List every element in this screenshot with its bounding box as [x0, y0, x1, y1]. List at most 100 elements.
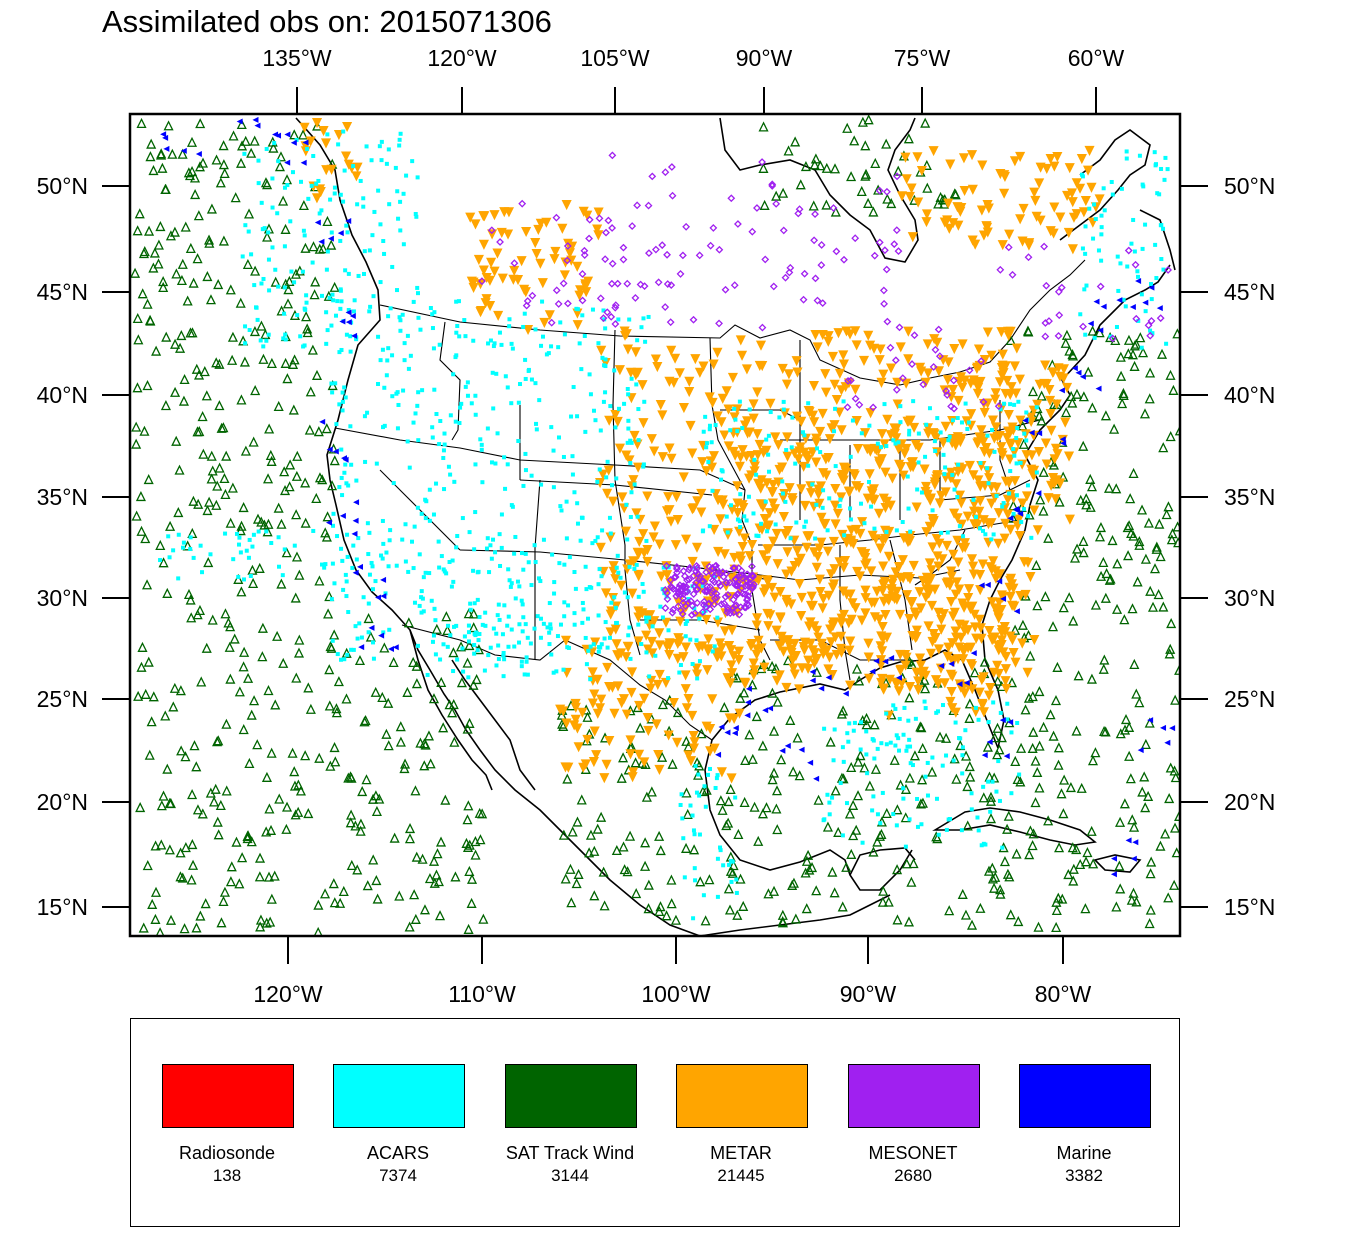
obs-marker [577, 341, 582, 346]
obs-marker [1151, 543, 1162, 554]
obs-marker [852, 720, 857, 725]
obs-marker [879, 286, 888, 295]
obs-marker [243, 672, 254, 683]
obs-marker [240, 254, 245, 259]
obs-marker [338, 238, 343, 243]
obs-marker [198, 543, 203, 548]
obs-marker [763, 499, 768, 504]
obs-marker [1092, 335, 1097, 340]
obs-marker [865, 408, 876, 419]
obs-marker [212, 480, 223, 491]
obs-marker [604, 736, 615, 747]
obs-marker [735, 452, 746, 463]
obs-marker [906, 598, 917, 609]
obs-marker [137, 288, 148, 299]
legend-count: 7374 [379, 1166, 417, 1185]
obs-marker [185, 594, 196, 605]
obs-marker [971, 497, 976, 502]
obs-marker [708, 359, 719, 370]
obs-marker [614, 476, 619, 481]
obs-marker [845, 731, 850, 736]
obs-marker [855, 528, 866, 539]
obs-marker [250, 265, 261, 276]
obs-marker [201, 642, 212, 653]
obs-marker [878, 561, 889, 572]
obs-marker [479, 211, 490, 222]
obs-marker [236, 118, 243, 125]
obs-marker [923, 588, 934, 599]
obs-marker [921, 527, 932, 538]
obs-marker [302, 323, 313, 334]
obs-marker [751, 649, 762, 660]
obs-marker [482, 668, 487, 673]
obs-marker [622, 344, 634, 355]
obs-marker [851, 340, 862, 351]
obs-marker [983, 690, 994, 701]
obs-marker [262, 231, 273, 242]
top-lon-tick-label: 90°W [736, 45, 793, 71]
obs-marker [149, 247, 160, 258]
obs-marker [960, 745, 965, 750]
obs-marker [160, 400, 171, 411]
obs-marker [944, 827, 949, 832]
obs-marker [709, 743, 720, 754]
obs-marker [670, 540, 681, 551]
obs-marker [948, 218, 959, 229]
obs-marker [1054, 287, 1063, 296]
obs-marker [869, 504, 874, 509]
obs-marker [571, 878, 582, 889]
obs-marker [466, 897, 477, 908]
obs-marker [1043, 532, 1054, 543]
obs-marker [1015, 426, 1020, 431]
obs-marker [330, 756, 341, 767]
obs-marker [781, 569, 792, 580]
obs-marker [986, 518, 997, 529]
obs-marker [1145, 904, 1156, 915]
obs-marker [586, 616, 591, 621]
obs-marker [155, 539, 166, 551]
obs-marker [1166, 617, 1177, 629]
obs-marker [646, 434, 657, 445]
obs-marker [733, 417, 738, 422]
obs-marker [817, 603, 828, 614]
obs-marker [302, 233, 307, 238]
obs-marker [505, 462, 510, 467]
obs-marker [1032, 399, 1043, 410]
obs-marker [1015, 720, 1020, 725]
obs-marker [689, 737, 700, 748]
obs-marker [1097, 327, 1104, 334]
obs-marker [282, 373, 293, 384]
obs-marker [689, 590, 698, 598]
obs-marker [609, 708, 620, 719]
obs-marker [828, 619, 839, 630]
obs-marker [1007, 515, 1014, 522]
obs-marker [1078, 535, 1089, 546]
obs-marker [655, 844, 666, 856]
obs-marker [992, 749, 1003, 760]
obs-marker [623, 279, 632, 288]
obs-marker [627, 564, 632, 569]
obs-marker [911, 625, 922, 636]
obs-marker [956, 498, 967, 509]
obs-marker [368, 304, 373, 309]
obs-marker [171, 548, 176, 553]
obs-marker [990, 779, 995, 784]
obs-marker [1116, 297, 1123, 304]
obs-marker [675, 616, 686, 627]
obs-marker [313, 899, 324, 910]
obs-marker [210, 783, 221, 794]
obs-marker [687, 556, 698, 567]
obs-marker [325, 132, 330, 137]
obs-marker [1017, 619, 1028, 630]
obs-marker [535, 218, 546, 229]
obs-marker [895, 572, 906, 583]
obs-marker [1029, 535, 1034, 540]
obs-marker [1061, 382, 1073, 394]
obs-marker [1164, 648, 1175, 659]
obs-marker [351, 164, 356, 169]
obs-marker [678, 802, 683, 807]
obs-marker [832, 727, 837, 732]
obs-marker [836, 492, 847, 503]
obs-marker [1068, 863, 1079, 874]
obs-marker [830, 785, 841, 796]
